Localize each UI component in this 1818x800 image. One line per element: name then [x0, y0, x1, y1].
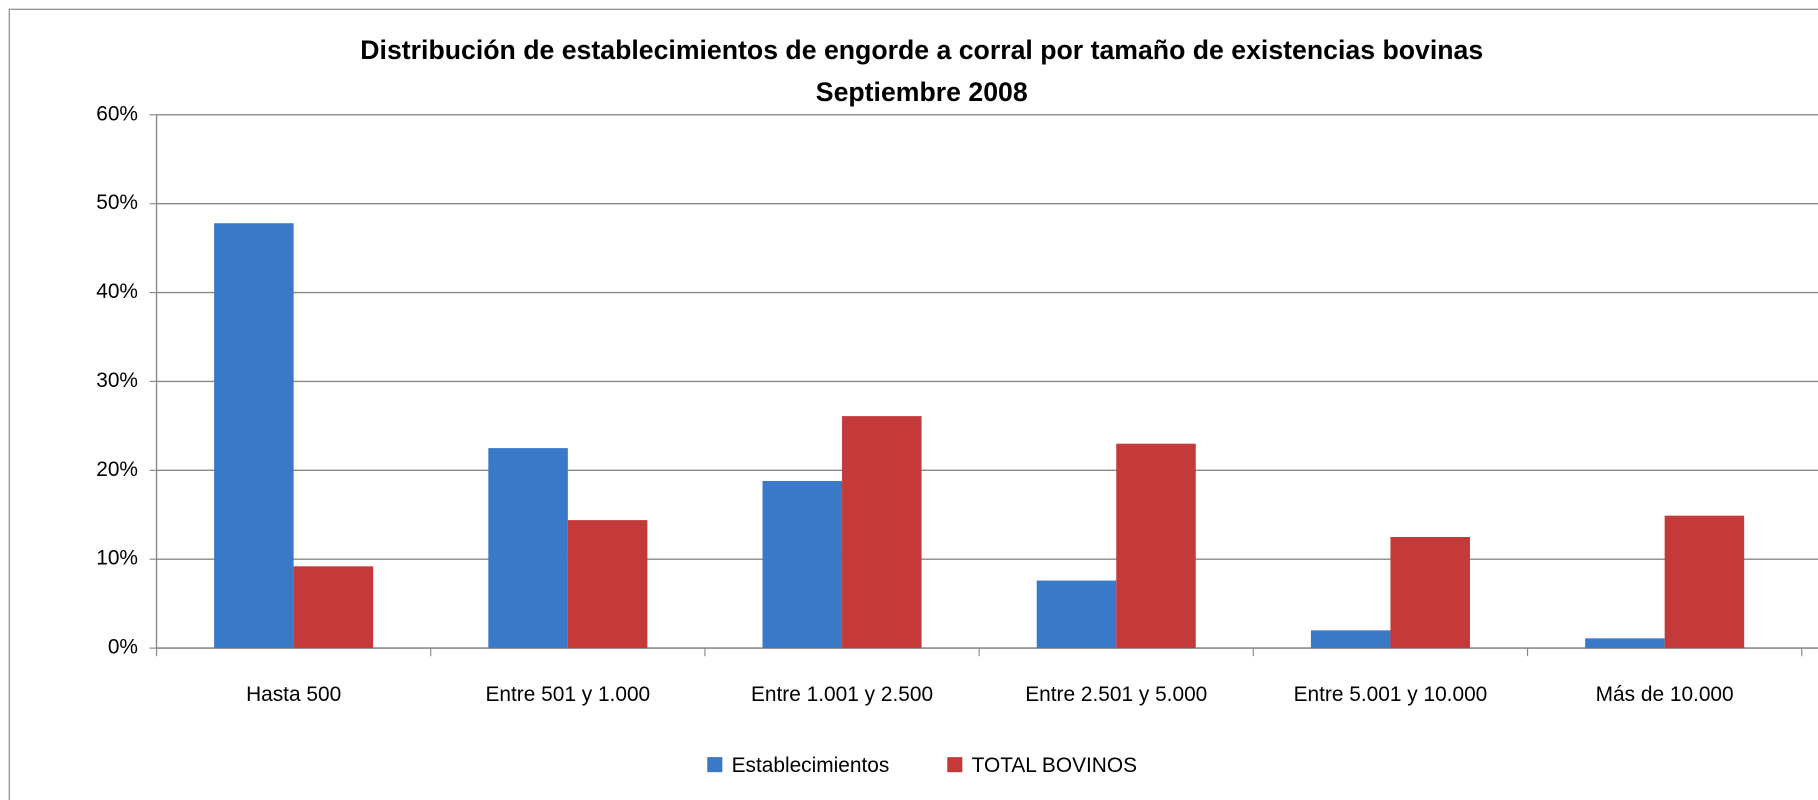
bar	[214, 223, 294, 649]
y-tick-label: 60%	[96, 102, 138, 125]
y-tick-label: 20%	[96, 458, 138, 481]
bar	[842, 416, 922, 649]
x-tick-label: Entre 5.001 y 10.000	[1294, 683, 1488, 706]
legend-swatch	[947, 757, 963, 773]
x-tick-label: Hasta 500	[246, 683, 341, 706]
chart-subtitle: Septiembre 2008	[816, 77, 1028, 107]
bar	[1310, 630, 1391, 649]
legend-label: Establecimientos	[732, 754, 890, 777]
bar	[1390, 537, 1470, 649]
chart-title: Distribución de establecimientos de engo…	[360, 35, 1483, 65]
bar	[488, 448, 568, 649]
bar	[1664, 515, 1745, 649]
x-tick-label: Entre 501 y 1.000	[485, 683, 650, 706]
y-tick-label: 30%	[96, 369, 138, 392]
chart-frame	[8, 8, 1818, 800]
bar	[1585, 638, 1665, 649]
legend-swatch	[707, 757, 723, 773]
bar	[567, 520, 648, 649]
bar	[1036, 580, 1117, 649]
x-tick-label: Entre 2.501 y 5.000	[1025, 683, 1207, 706]
bar	[293, 566, 374, 649]
bar	[762, 481, 843, 649]
legend-label: TOTAL BOVINOS	[972, 754, 1137, 777]
y-tick-label: 10%	[96, 547, 138, 570]
x-tick-label: Más de 10.000	[1596, 683, 1734, 706]
y-tick-label: 50%	[96, 191, 138, 214]
y-tick-label: 40%	[96, 280, 138, 303]
bar	[1116, 443, 1196, 649]
y-tick-label: 0%	[108, 636, 138, 659]
x-tick-label: Entre 1.001 y 2.500	[751, 683, 933, 706]
